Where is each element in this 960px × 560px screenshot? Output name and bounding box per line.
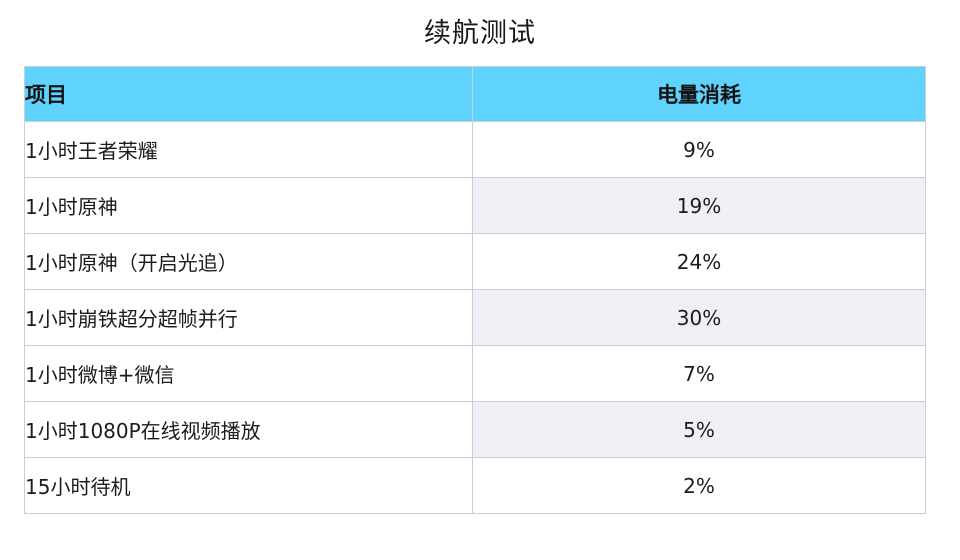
row-item: 1小时原神: [24, 177, 473, 234]
row-item: 1小时微博+微信: [24, 345, 473, 402]
row-usage: 30%: [472, 289, 926, 346]
row-usage: 2%: [472, 457, 926, 514]
header-usage: 电量消耗: [472, 66, 926, 122]
table-row: 1小时原神 19%: [24, 177, 926, 234]
row-usage: 7%: [472, 345, 926, 402]
row-item: 1小时崩铁超分超帧并行: [24, 289, 473, 346]
battery-test-table: 项目 电量消耗 1小时王者荣耀 9% 1小时原神 19% 1小时原神（开启光追）…: [24, 66, 926, 514]
table-row: 1小时1080P在线视频播放 5%: [24, 401, 926, 458]
row-usage: 9%: [472, 121, 926, 178]
header-row: 项目 电量消耗: [24, 66, 926, 122]
table-row: 1小时崩铁超分超帧并行 30%: [24, 289, 926, 346]
table-title: 续航测试: [424, 18, 536, 49]
header-item: 项目: [24, 66, 473, 122]
row-item: 1小时王者荣耀: [24, 121, 473, 178]
row-item: 1小时原神（开启光追）: [24, 233, 473, 290]
row-usage: 5%: [472, 401, 926, 458]
table-row: 1小时原神（开启光追） 24%: [24, 233, 926, 290]
row-usage: 24%: [472, 233, 926, 290]
table-row: 1小时微博+微信 7%: [24, 345, 926, 402]
table-row: 1小时王者荣耀 9%: [24, 121, 926, 178]
row-item: 1小时1080P在线视频播放: [24, 401, 473, 458]
row-item: 15小时待机: [24, 457, 473, 514]
row-usage: 19%: [472, 177, 926, 234]
table-row: 15小时待机 2%: [24, 457, 926, 514]
